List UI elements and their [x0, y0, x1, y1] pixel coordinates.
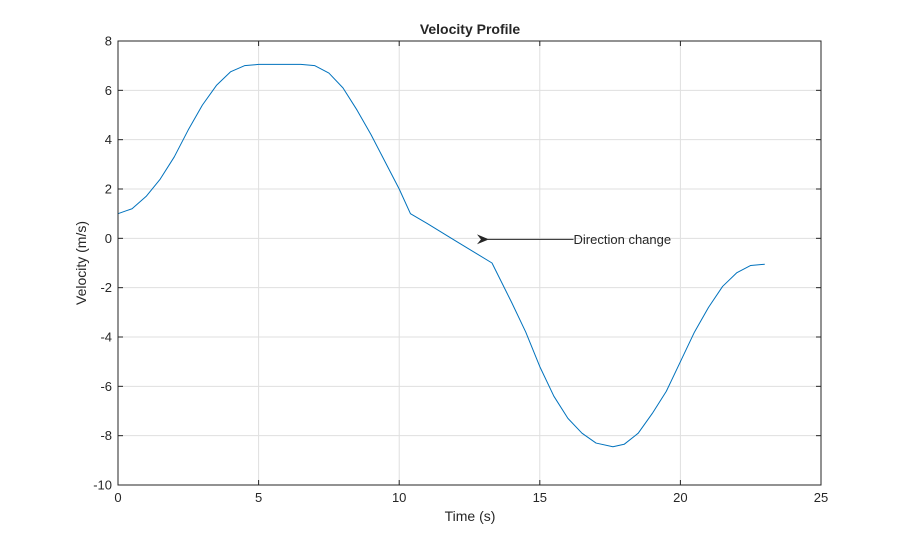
y-axis-label: Velocity (m/s) — [73, 221, 89, 305]
x-axis-label: Time (s) — [445, 508, 496, 524]
plot-area — [117, 63, 765, 448]
annotation-label: Direction change — [574, 232, 672, 247]
y-tick-label: -8 — [100, 428, 112, 443]
x-tick-label: 25 — [814, 490, 828, 505]
x-tick-label: 10 — [392, 490, 406, 505]
y-tick-label: 6 — [105, 83, 112, 98]
y-tick-label: 2 — [105, 182, 112, 197]
y-tick-label: -4 — [100, 330, 112, 345]
annotation: Direction change — [476, 232, 672, 247]
y-tick-label: 4 — [105, 132, 112, 147]
y-tick-label: 8 — [105, 34, 112, 49]
y-tick-label: -6 — [100, 379, 112, 394]
y-tick-label: -2 — [100, 280, 112, 295]
y-tick-label: 0 — [105, 231, 112, 246]
chart-title: Velocity Profile — [420, 21, 521, 37]
velocity-series-line — [117, 63, 765, 448]
x-tick-label: 15 — [533, 490, 547, 505]
x-tick-label: 5 — [255, 490, 262, 505]
y-tick-label: -10 — [93, 478, 112, 493]
axes-box — [117, 40, 822, 486]
grid — [117, 40, 822, 486]
x-tick-label: 20 — [673, 490, 687, 505]
x-tick-label: 0 — [114, 490, 121, 505]
